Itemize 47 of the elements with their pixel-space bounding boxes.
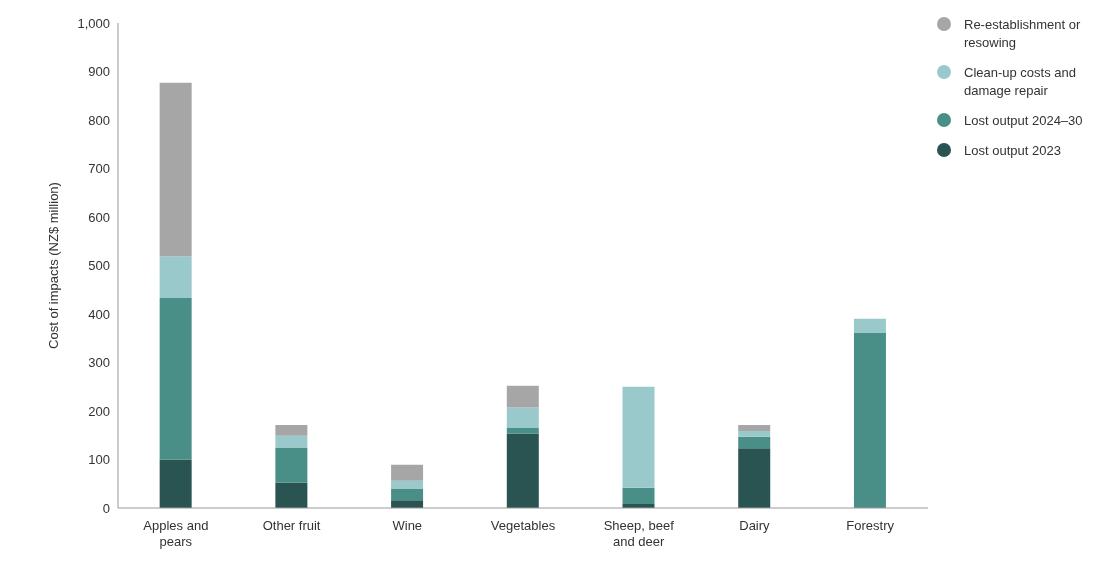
bar bbox=[622, 386, 655, 488]
bar bbox=[159, 298, 192, 460]
y-tick-label: 200 bbox=[88, 403, 110, 419]
bar bbox=[622, 487, 655, 505]
bar bbox=[275, 425, 308, 436]
bar bbox=[738, 436, 771, 449]
bar bbox=[738, 430, 771, 437]
x-tick-label: Forestry bbox=[846, 518, 895, 533]
bar bbox=[275, 482, 308, 508]
bar bbox=[275, 435, 308, 448]
legend-label: Lost output 2023 bbox=[964, 142, 1062, 160]
x-tick-label: Apples and pears bbox=[143, 518, 209, 549]
x-tick-label: Vegetables bbox=[490, 518, 556, 533]
bar bbox=[159, 82, 192, 257]
y-axis-title: Cost of impacts (NZ$ million) bbox=[45, 182, 61, 349]
y-tick-label: 500 bbox=[88, 258, 110, 274]
x-tick-label: Wine bbox=[392, 518, 423, 533]
legend-label: Re-establishment or resowing bbox=[964, 16, 1082, 52]
y-tick-label: 600 bbox=[88, 209, 110, 225]
legend-label: Lost output 2024–30 bbox=[964, 112, 1084, 130]
legend-label: Clean-up costs and damage repair bbox=[964, 64, 1077, 100]
y-tick-label: 400 bbox=[88, 306, 110, 322]
x-tick-label: Sheep, beef and deer bbox=[603, 518, 675, 549]
bar bbox=[853, 332, 886, 508]
bar bbox=[159, 459, 192, 508]
bar bbox=[738, 448, 771, 508]
y-tick-label: 800 bbox=[88, 112, 110, 128]
bar bbox=[391, 464, 424, 481]
bar bbox=[159, 256, 192, 298]
bar bbox=[391, 488, 424, 501]
bar bbox=[506, 427, 539, 434]
y-tick-label: 0 bbox=[102, 500, 110, 516]
y-tick-label: 700 bbox=[88, 161, 110, 177]
y-tick-label: 900 bbox=[88, 64, 110, 80]
bar bbox=[275, 447, 308, 483]
y-tick-label: 300 bbox=[88, 355, 110, 371]
y-tick-label: 100 bbox=[88, 452, 110, 468]
x-tick-label: Other fruit bbox=[262, 518, 321, 533]
y-tick-label: 1,000 bbox=[77, 15, 110, 31]
bar bbox=[391, 480, 424, 489]
x-tick-label: Dairy bbox=[739, 518, 771, 533]
bar bbox=[506, 385, 539, 408]
bar bbox=[853, 318, 886, 333]
bar bbox=[506, 407, 539, 428]
bar bbox=[391, 500, 424, 508]
bar bbox=[738, 425, 771, 431]
bar bbox=[506, 433, 539, 508]
